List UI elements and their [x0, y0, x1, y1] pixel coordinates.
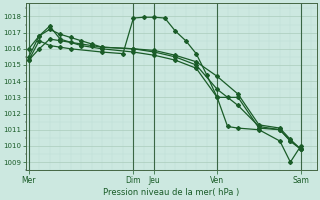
X-axis label: Pression niveau de la mer( hPa ): Pression niveau de la mer( hPa )	[103, 188, 239, 197]
